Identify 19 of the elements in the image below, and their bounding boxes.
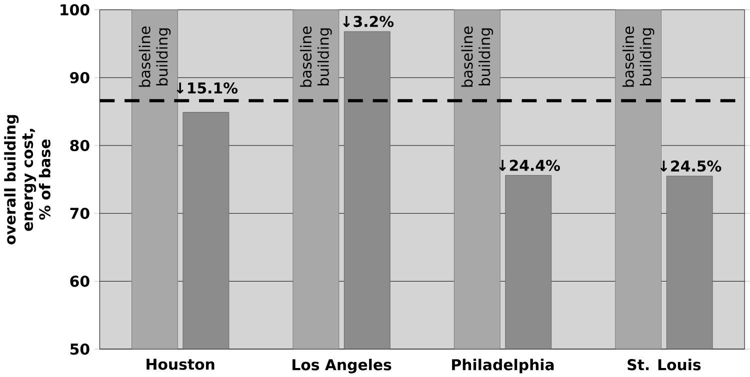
annotation: ↓24.5% — [660, 160, 722, 172]
y-tick-label: 80 — [70, 140, 90, 151]
y-tick-label: 60 — [70, 275, 90, 287]
data-label: baseline building — [461, 26, 494, 87]
data-label: baseline building — [138, 26, 171, 87]
data-label: baseline building — [622, 26, 654, 87]
x-tick-label: Houston — [146, 358, 214, 370]
y-tick-label: 100 — [60, 4, 90, 16]
annotation: ↓15.1% — [176, 82, 238, 94]
data-label: baseline building — [300, 26, 332, 87]
y-tick-label: 70 — [70, 208, 90, 219]
y-tick-label: 50 — [70, 343, 90, 355]
y-axis-title: overall building energy cost, % of base — [4, 114, 50, 244]
x-tick-label: Philadelphia — [452, 358, 554, 373]
x-tick-label: Los Angeles — [292, 358, 392, 374]
y-tick-label: 90 — [70, 72, 90, 84]
annotation: ↓24.4% — [499, 159, 560, 171]
annotation: ↓3.2% — [343, 16, 394, 27]
x-tick-label: St. Louis — [628, 358, 701, 370]
